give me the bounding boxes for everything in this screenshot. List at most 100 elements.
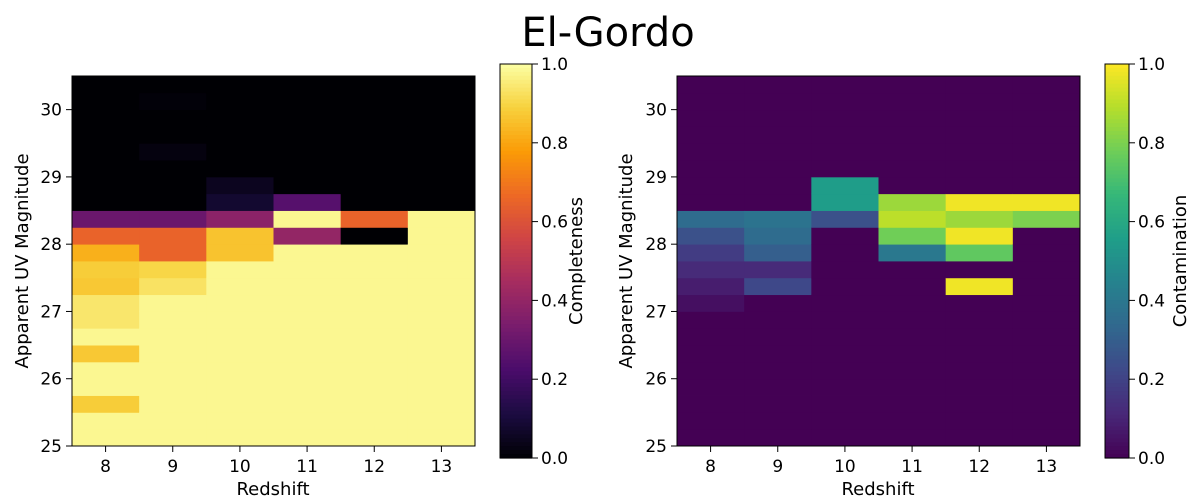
- contamination-x-tick-label: 8: [705, 457, 716, 477]
- contamination-heatmap-cell: [744, 378, 812, 396]
- completeness-colorbar-segment: [500, 186, 532, 191]
- contamination-heatmap-cell: [945, 126, 1014, 144]
- completeness-heatmap-cell: [139, 109, 207, 127]
- contamination-y-tick-label: 26: [645, 370, 667, 390]
- contamination-colorbar-segment: [1105, 410, 1129, 416]
- completeness-panel: 8 9 10 11 12 13 25 26 27 28 29 30 Redshift Apparen…: [12, 55, 587, 500]
- completeness-heatmap-cell: [340, 395, 409, 413]
- contamination-heatmap-cell: [677, 261, 745, 279]
- contamination-colorbar-segment: [1105, 158, 1129, 164]
- contamination-colorbar-segment: [1105, 186, 1129, 191]
- contamination-heatmap-cell: [677, 76, 745, 94]
- completeness-plot-frame: [71, 75, 476, 447]
- completeness-heatmap-cell: [206, 412, 274, 430]
- contamination-heatmap-cell: [945, 361, 1014, 380]
- completeness-heatmap-cell: [407, 412, 476, 430]
- contamination-heatmap-cell: [677, 227, 745, 245]
- contamination-heatmap-cell: [744, 395, 812, 413]
- completeness-heatmap-cell: [407, 92, 476, 111]
- contamination-colorbar-segment: [1105, 178, 1129, 183]
- completeness-colorbar-segment: [500, 213, 532, 219]
- contamination-heatmap-cell: [1012, 261, 1081, 279]
- contamination-heatmap-cell: [811, 210, 879, 228]
- contamination-heatmap-cell: [744, 92, 812, 111]
- completeness-colorbar-segment: [500, 367, 532, 372]
- completeness-heatmap-cell: [340, 261, 409, 279]
- completeness-heatmap-cell: [340, 76, 409, 94]
- completeness-colorbar-segment: [500, 422, 532, 428]
- completeness-y-tick-label: 27: [40, 302, 62, 322]
- completeness-heatmap-cell: [72, 143, 140, 161]
- completeness-heatmap-cell: [340, 412, 409, 430]
- contamination-heatmap-cell: [945, 328, 1014, 346]
- contamination-colorbar-segment: [1105, 276, 1129, 282]
- contamination-colorbar: [1105, 64, 1129, 459]
- completeness-heatmap-cell: [72, 378, 140, 396]
- completeness-heatmap-cells: [72, 76, 476, 447]
- contamination-colorbar-segment: [1105, 190, 1129, 195]
- completeness-heatmap-cell: [273, 143, 342, 161]
- contamination-colorbar-segment: [1105, 79, 1129, 85]
- contamination-heatmap-cell: [677, 109, 745, 127]
- completeness-heatmap-cell: [72, 92, 140, 111]
- completeness-colorbar-segment: [500, 402, 532, 408]
- completeness-colorbar-segment: [500, 379, 532, 384]
- contamination-heatmap-cell: [878, 92, 947, 111]
- contamination-heatmap-cell: [811, 345, 879, 363]
- completeness-y-ticks: 25 26 27 28 29 30: [40, 101, 72, 457]
- completeness-x-tick-label: 9: [167, 457, 178, 477]
- contamination-colorbar-segment: [1105, 284, 1129, 290]
- completeness-heatmap-cell: [206, 429, 274, 447]
- completeness-heatmap-cell: [273, 210, 342, 228]
- contamination-colorbar-segment: [1105, 154, 1129, 160]
- completeness-heatmap-cell: [139, 160, 207, 178]
- contamination-colorbar-segment: [1105, 99, 1129, 104]
- contamination-colorbar-segment: [1105, 174, 1129, 179]
- completeness-heatmap-cell: [139, 328, 207, 346]
- contamination-colorbar-tick-label: 0.6: [1138, 213, 1165, 233]
- contamination-heatmap-cell: [677, 345, 745, 363]
- completeness-colorbar-segment: [500, 221, 532, 227]
- completeness-colorbar-segment: [500, 268, 532, 274]
- contamination-heatmap-cell: [677, 277, 745, 296]
- contamination-colorbar-label: Contamination: [1170, 195, 1191, 328]
- contamination-y-tick-label: 28: [645, 235, 667, 255]
- completeness-heatmap-cell: [273, 412, 342, 430]
- contamination-x-tick-label: 10: [834, 457, 856, 477]
- completeness-colorbar-segment: [500, 119, 532, 124]
- completeness-colorbar-segment: [500, 146, 532, 152]
- contamination-colorbar-tick-label: 0.0: [1138, 449, 1165, 469]
- contamination-colorbar-segment: [1105, 359, 1129, 365]
- completeness-y-tick-label: 26: [40, 370, 62, 390]
- contamination-colorbar-segment: [1105, 130, 1129, 136]
- contamination-colorbar-segment: [1105, 217, 1129, 223]
- contamination-heatmap-cell: [945, 76, 1014, 94]
- contamination-heatmap-cell: [811, 193, 879, 211]
- contamination-colorbar-segment: [1105, 209, 1129, 215]
- contamination-colorbar-segment: [1105, 221, 1129, 227]
- completeness-heatmap-cell: [139, 345, 207, 363]
- contamination-heatmap-cell: [677, 210, 745, 228]
- completeness-colorbar-segment: [500, 355, 532, 361]
- completeness-colorbar-segment: [500, 320, 532, 325]
- contamination-colorbar-segment: [1105, 257, 1129, 262]
- contamination-colorbar-segment: [1105, 418, 1129, 424]
- completeness-colorbar-segment: [500, 324, 532, 329]
- contamination-colorbar-segment: [1105, 438, 1129, 443]
- completeness-heatmap-cell: [273, 193, 342, 211]
- completeness-heatmap-cell: [206, 328, 274, 346]
- completeness-colorbar-segment: [500, 383, 532, 388]
- completeness-heatmap-cell: [139, 126, 207, 144]
- contamination-heatmap-cell: [878, 143, 947, 161]
- contamination-heatmap-cell: [945, 210, 1014, 228]
- contamination-heatmap-cell: [744, 261, 812, 279]
- contamination-heatmap-cell: [677, 361, 745, 380]
- contamination-colorbar-segment: [1105, 351, 1129, 357]
- contamination-colorbar-segment: [1105, 426, 1129, 432]
- contamination-colorbar-segment: [1105, 119, 1129, 124]
- contamination-colorbar-segment: [1105, 347, 1129, 353]
- contamination-x-tick-label: 9: [772, 457, 783, 477]
- contamination-colorbar-segment: [1105, 245, 1129, 250]
- completeness-colorbar-label: Completeness: [566, 197, 587, 325]
- completeness-heatmap-cell: [72, 361, 140, 380]
